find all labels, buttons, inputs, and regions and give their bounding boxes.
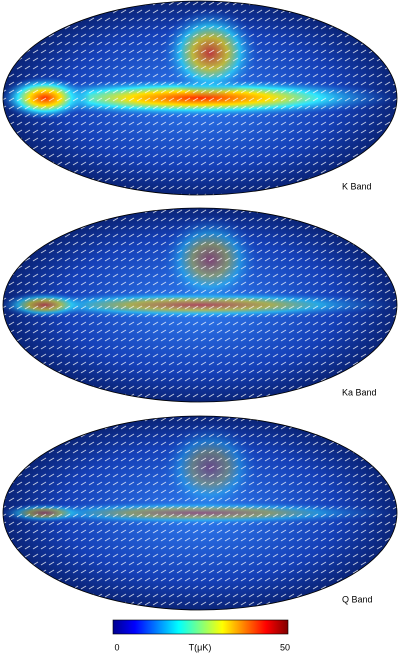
panel-label: Ka Band [342, 387, 377, 397]
colorbar [112, 619, 289, 635]
panel-label: K Band [342, 181, 372, 191]
map-outline [2, 415, 398, 611]
colorbar-min: 0 [114, 642, 119, 652]
map-outline [2, 207, 398, 403]
map [3, 1, 397, 195]
vectors [3, 208, 397, 402]
panel-label: Q Band [342, 594, 373, 604]
vectors [3, 1, 397, 195]
vectors [3, 416, 397, 610]
map [3, 208, 397, 402]
colorbar-label: T(μK) [189, 642, 212, 652]
colorbar-max: 50 [280, 642, 290, 652]
maps: K Band Ka Band Q Band [2, 0, 398, 611]
map-outline [2, 0, 398, 196]
map [3, 416, 397, 610]
